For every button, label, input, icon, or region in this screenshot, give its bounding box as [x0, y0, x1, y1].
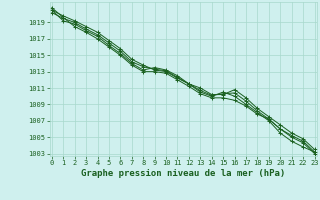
X-axis label: Graphe pression niveau de la mer (hPa): Graphe pression niveau de la mer (hPa): [81, 169, 285, 178]
